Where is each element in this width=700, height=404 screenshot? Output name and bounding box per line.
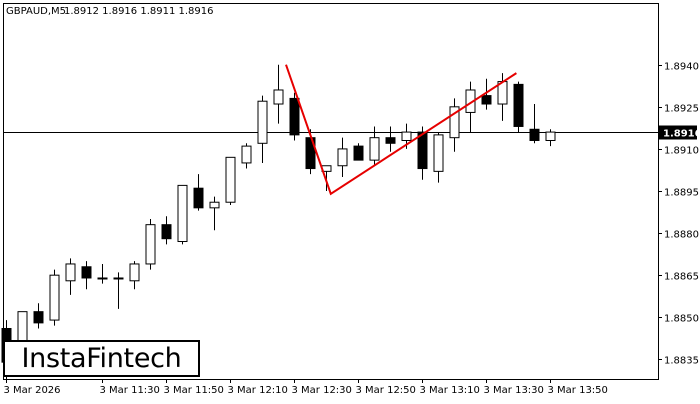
current-price-box	[659, 125, 697, 140]
candle	[145, 219, 156, 270]
x-axis: 3 Mar 2026 3 Mar 11:30 3 Mar 11:50 3 Mar 12…	[4, 379, 608, 396]
candle-body-bull	[97, 277, 108, 280]
pattern-layer	[285, 64, 517, 196]
candle-body-bull	[209, 201, 220, 209]
candle	[289, 92, 300, 141]
candle	[369, 126, 380, 166]
candle-body-bull	[433, 134, 444, 172]
candle	[513, 81, 524, 133]
y-tick-label: 1.8895	[664, 188, 699, 199]
candle-body-bear	[81, 266, 92, 279]
candle	[337, 137, 348, 177]
candle	[353, 143, 364, 161]
candle-body-bear	[161, 224, 172, 240]
candles-layer	[1, 64, 556, 379]
x-tick-label: 3 Mar 12:10	[228, 385, 288, 396]
candle-body-bull	[65, 263, 76, 282]
ohlc-readout: 1.8912 1.8916 1.8911 1.8916	[64, 6, 214, 17]
candle-body-bull	[337, 148, 348, 167]
current-price-label: 1.8916	[659, 125, 700, 140]
candle	[545, 129, 556, 147]
y-tick-label: 1.8910	[664, 146, 699, 157]
candle	[81, 261, 92, 290]
candle	[113, 272, 124, 309]
x-tick-label: 3 Mar 13:30	[484, 385, 544, 396]
candle	[193, 174, 204, 211]
candle-body-bull	[273, 89, 284, 105]
y-tick-label: 1.8865	[664, 272, 699, 283]
candle	[241, 143, 252, 169]
x-tick-label: 3 Mar 11:50	[164, 385, 224, 396]
candle-body-bull	[129, 263, 140, 282]
candle-body-bear	[385, 137, 396, 144]
candle-body-bull	[449, 106, 460, 139]
candle-body-bull	[49, 274, 60, 321]
candle-body-bull	[241, 145, 252, 164]
candle-body-bull	[145, 224, 156, 265]
y-tick-label: 1.8835	[664, 356, 699, 367]
candle	[225, 156, 236, 206]
candle-body-bull	[401, 131, 412, 141]
candle-body-bear	[481, 95, 492, 105]
candle	[273, 64, 284, 124]
x-tick-label: 3 Mar 13:10	[420, 385, 480, 396]
candle	[65, 258, 76, 295]
candle-body-bear	[193, 187, 204, 209]
y-tick-label: 1.8940	[664, 62, 699, 73]
candle-body-bull	[225, 156, 236, 203]
candle-body-bull	[545, 131, 556, 141]
current-price-text: 1.8916	[663, 129, 700, 140]
instafintech-logo: InstaFintech	[3, 340, 200, 377]
candle	[481, 78, 492, 110]
y-tick-label: 1.8880	[664, 230, 699, 241]
candle	[177, 184, 188, 245]
candle-body-bull	[177, 184, 188, 243]
x-tick-label: 3 Mar 13:50	[548, 385, 608, 396]
pattern-line	[285, 64, 517, 196]
candle	[209, 196, 220, 231]
candle-body-bull	[369, 137, 380, 161]
candle	[33, 303, 44, 329]
candle-body-bear	[33, 311, 44, 324]
candle	[385, 126, 396, 152]
candle-body-bear	[529, 128, 540, 141]
candle	[433, 132, 444, 183]
candle	[129, 261, 140, 290]
candle-body-bear	[353, 145, 364, 161]
x-tick-label: 3 Mar 2026	[4, 385, 61, 396]
candle	[529, 104, 540, 144]
x-tick-label: 3 Mar 12:30	[292, 385, 352, 396]
candle	[465, 81, 476, 133]
candle-body-bull	[257, 100, 268, 144]
candle	[161, 216, 172, 245]
y-tick-label: 1.8925	[664, 104, 699, 115]
candle	[97, 263, 108, 284]
candle	[257, 95, 268, 163]
candle	[49, 269, 60, 326]
y-axis: 1.8940 1.8925 1.8910 1.8895 1.8880 1.8865 1.88…	[658, 62, 700, 367]
candle-body-bear	[513, 83, 524, 127]
x-tick-label: 3 Mar 11:30	[100, 385, 160, 396]
x-tick-label: 3 Mar 12:50	[356, 385, 416, 396]
logo-text: InstaFintech	[21, 343, 182, 374]
symbol-label: GBPAUD,M5	[6, 6, 66, 17]
candle-body-bear	[417, 131, 428, 170]
y-tick-label: 1.8850	[664, 314, 699, 325]
candle-body-bear	[289, 97, 300, 136]
candle-body-bull	[113, 277, 124, 280]
candle	[449, 98, 460, 152]
